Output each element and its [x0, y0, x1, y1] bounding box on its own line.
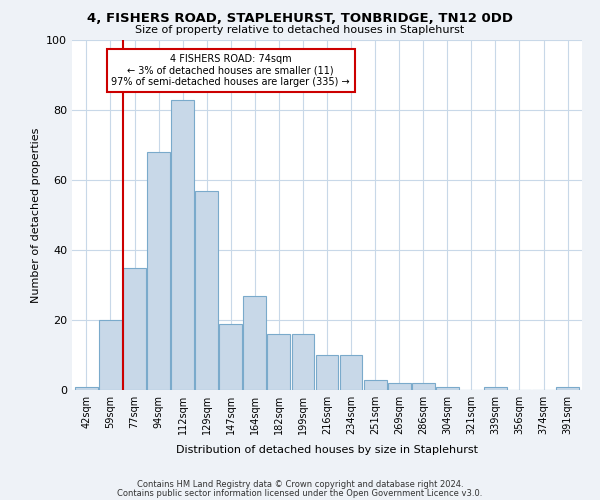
Bar [364, 380, 386, 390]
Bar [147, 152, 170, 390]
Bar [244, 296, 266, 390]
Text: 4, FISHERS ROAD, STAPLEHURST, TONBRIDGE, TN12 0DD: 4, FISHERS ROAD, STAPLEHURST, TONBRIDGE,… [87, 12, 513, 26]
Text: Contains HM Land Registry data © Crown copyright and database right 2024.: Contains HM Land Registry data © Crown c… [137, 480, 463, 489]
Bar [171, 100, 194, 390]
Bar [292, 334, 314, 390]
Bar [484, 386, 507, 390]
Bar [75, 386, 98, 390]
Bar [340, 355, 362, 390]
Bar [436, 386, 459, 390]
Bar [316, 355, 338, 390]
Bar [195, 190, 218, 390]
Bar [220, 324, 242, 390]
Bar [412, 383, 434, 390]
Text: Size of property relative to detached houses in Staplehurst: Size of property relative to detached ho… [136, 25, 464, 35]
Text: Contains public sector information licensed under the Open Government Licence v3: Contains public sector information licen… [118, 488, 482, 498]
Bar [388, 383, 410, 390]
Bar [268, 334, 290, 390]
Y-axis label: Number of detached properties: Number of detached properties [31, 128, 41, 302]
Text: 4 FISHERS ROAD: 74sqm
← 3% of detached houses are smaller (11)
97% of semi-detac: 4 FISHERS ROAD: 74sqm ← 3% of detached h… [112, 54, 350, 87]
Bar [99, 320, 122, 390]
Bar [556, 386, 579, 390]
Bar [123, 268, 146, 390]
X-axis label: Distribution of detached houses by size in Staplehurst: Distribution of detached houses by size … [176, 446, 478, 456]
